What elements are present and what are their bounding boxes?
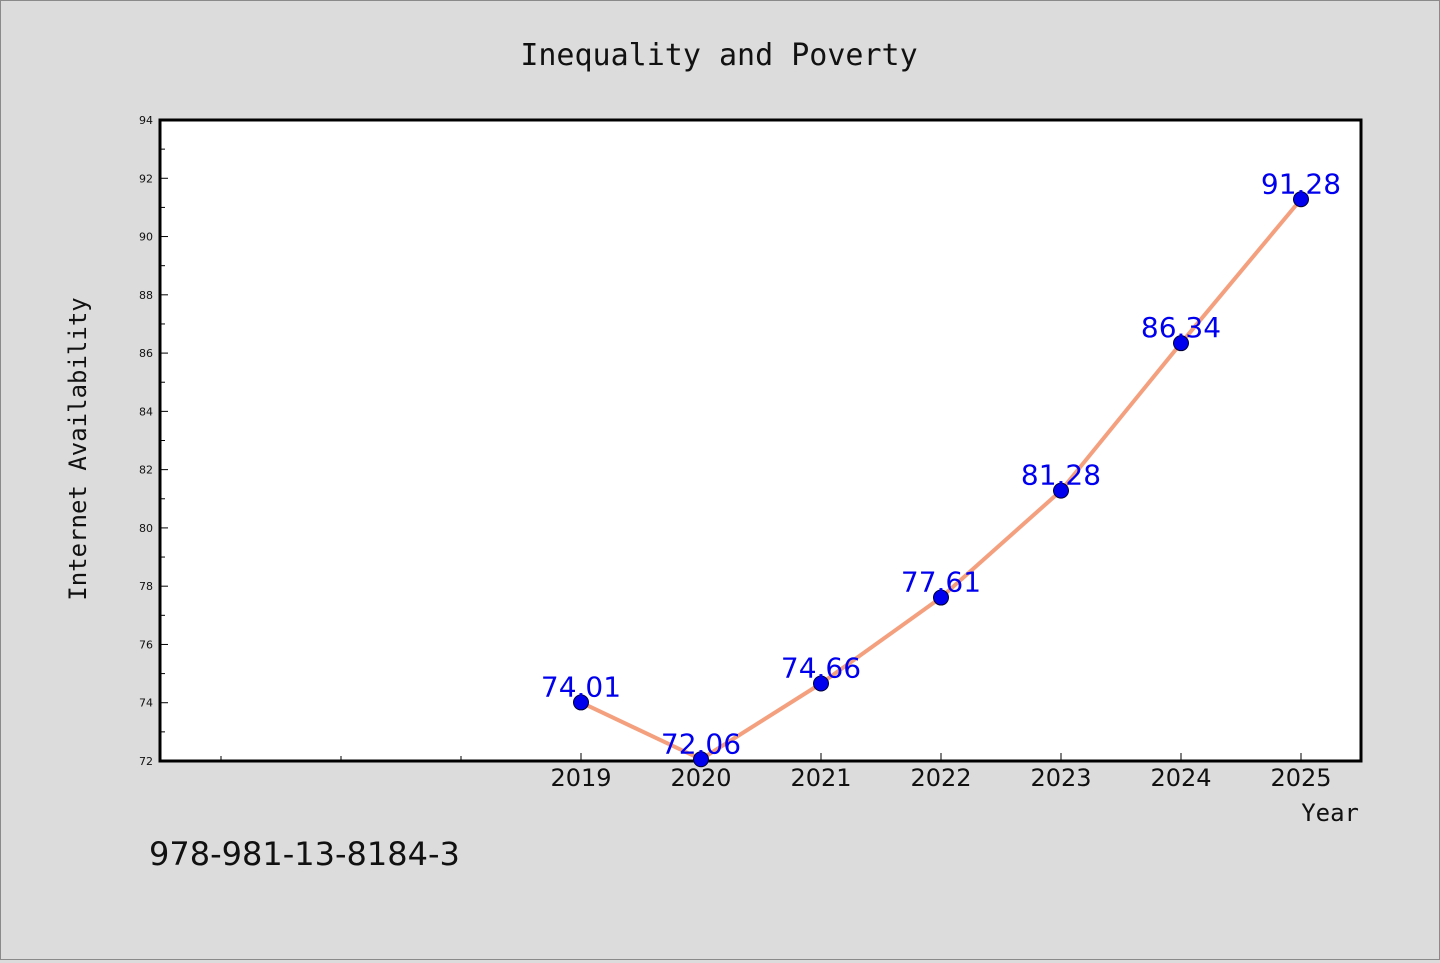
data-label: 77.61 xyxy=(901,566,981,599)
data-label: 74.01 xyxy=(541,670,621,703)
y-tick-label: 90 xyxy=(139,231,153,244)
data-point xyxy=(693,751,709,768)
y-axis-label: Internet Availability xyxy=(64,297,92,600)
chart-title: Inequality and Poverty xyxy=(520,38,917,73)
x-axis: 2019 2020 2021 2022 2023 2024 2025 xyxy=(220,753,1332,792)
y-tick-label: 72 xyxy=(139,755,153,768)
y-tick-label: 76 xyxy=(139,638,153,651)
x-tick-label: 2019 xyxy=(550,764,611,792)
isbn-text: 978-981-13-8184-3 xyxy=(149,835,460,873)
y-tick-label: 82 xyxy=(139,464,153,477)
y-tick-label: 92 xyxy=(139,172,153,185)
data-label: 86.34 xyxy=(1141,311,1221,344)
y-tick-label: 86 xyxy=(139,347,153,360)
x-tick-label: 2025 xyxy=(1270,764,1331,792)
y-tick-label: 94 xyxy=(139,114,153,127)
data-point xyxy=(933,589,949,606)
x-tick-label: 2021 xyxy=(790,764,851,792)
y-tick-label: 80 xyxy=(139,522,153,535)
y-tick-label: 84 xyxy=(139,405,153,418)
data-point xyxy=(1173,335,1189,352)
data-point xyxy=(1053,482,1069,499)
y-tick-label: 74 xyxy=(139,697,153,710)
data-label: 81.28 xyxy=(1021,459,1101,492)
data-point xyxy=(573,694,589,711)
x-tick-label: 2020 xyxy=(670,764,731,792)
y-tick-label: 88 xyxy=(139,289,153,302)
y-tick-label: 78 xyxy=(139,580,153,593)
data-series: 74.01 72.06 74.66 77.61 81.28 86.34 91.28 xyxy=(541,167,1341,768)
x-tick-label: 2022 xyxy=(910,764,971,792)
data-point xyxy=(1293,191,1309,208)
x-tick-label: 2024 xyxy=(1150,764,1211,792)
data-label: 72.06 xyxy=(661,727,741,760)
data-label: 74.66 xyxy=(781,651,861,684)
x-axis-label: Year xyxy=(1301,799,1359,827)
y-axis: 72 74 76 78 80 82 84 86 88 90 92 94 xyxy=(139,114,168,768)
plot-area xyxy=(158,118,1363,763)
data-label: 91.28 xyxy=(1261,167,1341,200)
x-tick-label: 2023 xyxy=(1030,764,1091,792)
data-point xyxy=(813,675,829,692)
